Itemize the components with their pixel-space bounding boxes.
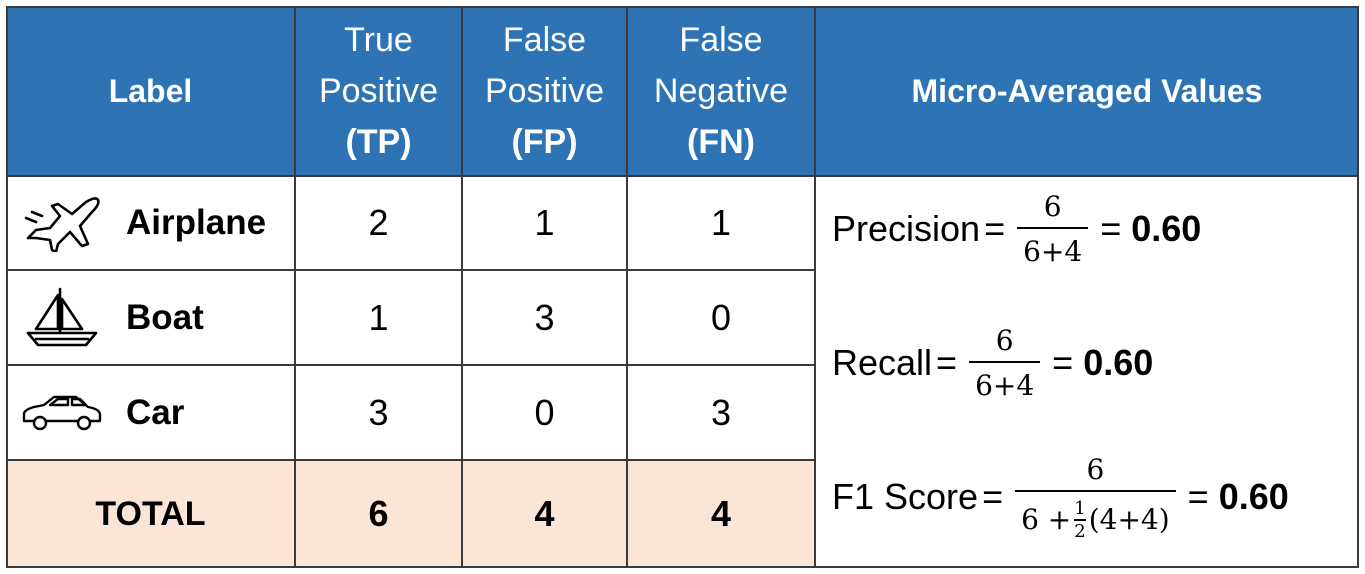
row-boat-tp: 1 xyxy=(295,270,462,365)
precision-fraction: 6 6+4 xyxy=(1017,190,1089,268)
half-numerator: 1 xyxy=(1074,498,1086,519)
row-airplane-fp: 1 xyxy=(462,176,627,270)
denominator-part: 6 + xyxy=(1021,503,1072,537)
fraction-numerator: 6 xyxy=(1043,190,1062,223)
header-label: Label xyxy=(6,6,295,176)
cell-value: 1 xyxy=(710,202,732,243)
equals-sign: = xyxy=(982,476,1004,518)
header-fp: False Positive (FP) xyxy=(462,6,627,176)
cell-value: 6 xyxy=(368,493,389,534)
row-label-text: Boat xyxy=(126,297,204,337)
cell-value: 3 xyxy=(368,391,389,433)
row-car-tp: 3 xyxy=(295,365,462,460)
equals-sign: = xyxy=(984,208,1006,249)
total-fp: 4 xyxy=(462,460,627,568)
row-airplane-tp: 2 xyxy=(295,176,462,270)
cell-value: 1 xyxy=(534,202,555,243)
total-tp: 6 xyxy=(295,460,462,568)
recall-fraction: 6 6+4 xyxy=(969,324,1041,402)
row-boat-fp: 3 xyxy=(462,270,627,365)
cell-value: 1 xyxy=(368,296,389,338)
cell-value: 3 xyxy=(710,391,732,433)
total-label: TOTAL xyxy=(6,460,295,568)
total-label-text: TOTAL xyxy=(95,494,206,533)
denominator-part: (4+4) xyxy=(1088,503,1170,537)
header-fn: False Negative (FN) xyxy=(627,6,815,176)
fraction-numerator: 6 xyxy=(1086,453,1105,486)
recall-value: 0.60 xyxy=(1083,342,1154,383)
cell-value: 2 xyxy=(368,202,389,243)
precision-formula: Precision = 6 6+4 = 0.60 xyxy=(832,190,1201,268)
cell-value: 4 xyxy=(534,493,555,534)
fraction-denominator: 6 + 1 2 (4+4) xyxy=(1015,492,1176,542)
header-fn-line1: False xyxy=(679,20,763,59)
header-tp-abbr: (TP) xyxy=(345,122,412,161)
row-boat-label: Boat xyxy=(6,270,295,365)
f1-value: 0.60 xyxy=(1218,476,1289,518)
header-tp: True Positive (TP) xyxy=(295,6,462,176)
total-fn: 4 xyxy=(627,460,815,568)
fraction-denominator: 6+4 xyxy=(1023,235,1083,268)
half-denominator: 2 xyxy=(1074,520,1086,542)
recall-formula: Recall = 6 6+4 = 0.60 xyxy=(832,324,1153,402)
cell-value: 0 xyxy=(710,296,732,338)
equals-sign: = xyxy=(936,342,958,383)
cell-value: 3 xyxy=(534,296,555,338)
f1-formula: F1 Score = 6 6 + 1 2 (4+4) = 0.60 xyxy=(832,453,1289,542)
row-label-text: Car xyxy=(126,392,185,432)
header-fp-abbr: (FP) xyxy=(511,122,578,161)
header-tp-line1: True xyxy=(344,20,413,59)
equals-sign: = xyxy=(1100,208,1122,249)
header-fp-line2: Positive xyxy=(484,71,605,110)
header-label-text: Label xyxy=(108,72,193,109)
equals-sign: = xyxy=(1052,342,1074,383)
fraction-numerator: 6 xyxy=(995,324,1014,357)
header-tp-line2: Positive xyxy=(318,71,439,110)
row-car-fp: 0 xyxy=(462,365,627,460)
row-airplane-label: Airplane xyxy=(6,176,295,270)
row-boat-fn: 0 xyxy=(627,270,815,365)
row-car-label: Car xyxy=(6,365,295,460)
airplane-icon xyxy=(20,193,104,253)
f1-fraction: 6 6 + 1 2 (4+4) xyxy=(1015,453,1176,542)
header-fn-line2: Negative xyxy=(653,71,789,110)
header-micro-text: Micro-Averaged Values xyxy=(911,72,1263,109)
precision-label: Precision xyxy=(832,208,981,249)
boat-icon xyxy=(20,287,104,348)
recall-label: Recall xyxy=(832,342,933,383)
header-fn-abbr: (FN) xyxy=(687,122,755,161)
header-fp-line1: False xyxy=(502,20,587,59)
fraction-denominator: 6+4 xyxy=(975,369,1035,402)
precision-value: 0.60 xyxy=(1131,208,1202,249)
row-label-text: Airplane xyxy=(126,203,267,242)
row-car-fn: 3 xyxy=(627,365,815,460)
header-micro: Micro-Averaged Values xyxy=(815,6,1359,176)
equals-sign: = xyxy=(1187,476,1209,518)
car-icon xyxy=(20,383,104,443)
micro-averaging-table: Label True Positive (TP) False Positive … xyxy=(6,6,1359,568)
row-airplane-fn: 1 xyxy=(627,176,815,270)
half-fraction: 1 2 xyxy=(1074,498,1086,542)
cell-value: 0 xyxy=(534,391,555,433)
f1-label: F1 Score xyxy=(832,476,979,518)
cell-value: 4 xyxy=(710,493,732,534)
